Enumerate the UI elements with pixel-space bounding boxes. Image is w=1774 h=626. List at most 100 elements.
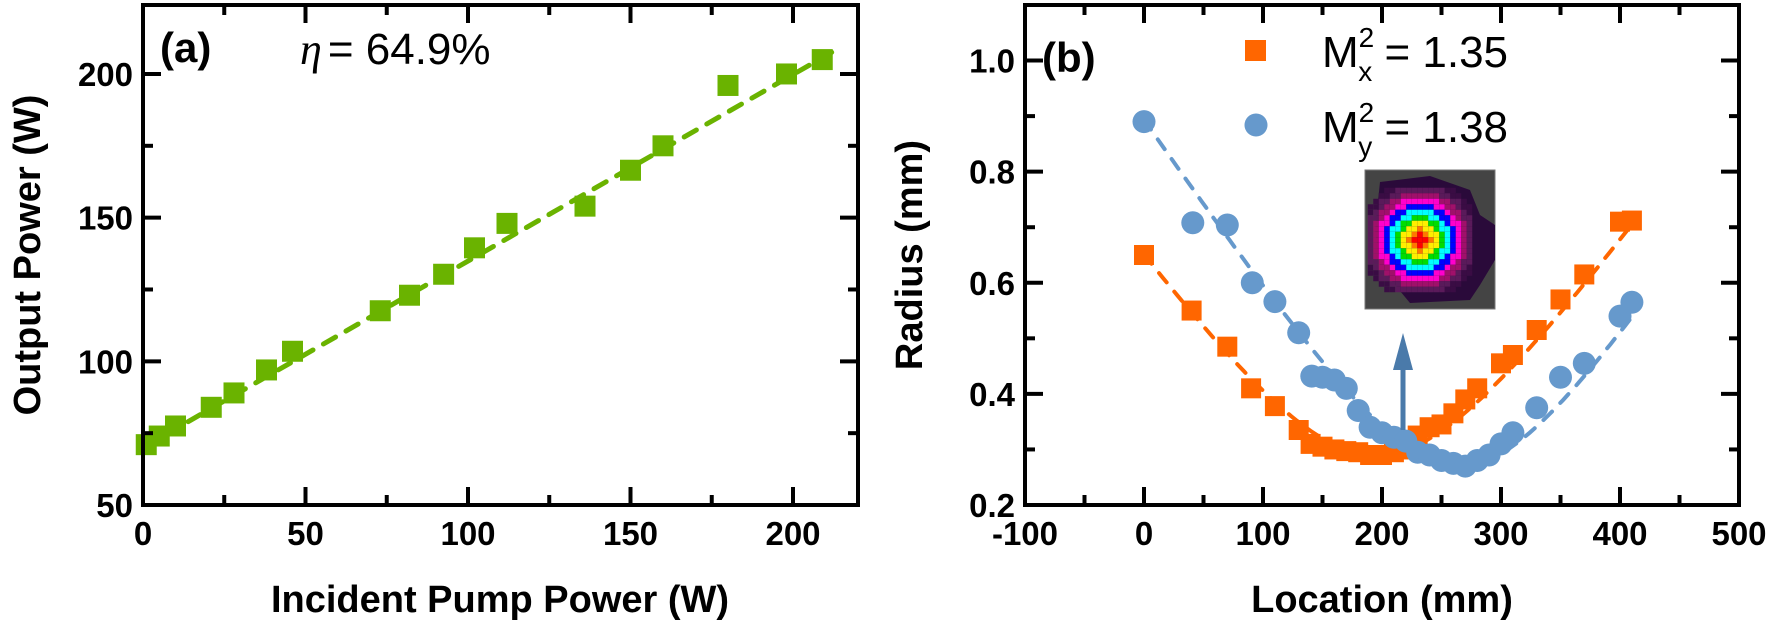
data-point-x (1134, 245, 1154, 265)
inset-pixel (1384, 204, 1390, 210)
inset-pixel (1378, 198, 1385, 205)
inset-pixel (1450, 242, 1456, 249)
inset-pixel (1406, 253, 1412, 260)
inset-pixel (1417, 242, 1423, 249)
inset-pixel (1384, 209, 1390, 216)
inset-pixel (1433, 275, 1440, 282)
inset-pixel (1378, 237, 1385, 243)
x-tick-label: 400 (1592, 515, 1647, 552)
inset-pixel (1461, 248, 1467, 254)
inset-pixel (1406, 187, 1412, 194)
x-axis-title-b: Location (mm) (1251, 579, 1513, 621)
inset-pixel (1411, 193, 1418, 199)
ticks-b: -100 0 100 200 300 400 500 0.2 0.4 0.6 0.8 1.0 (969, 5, 1767, 552)
inset-pixel (1395, 226, 1401, 232)
inset-pixel (1450, 215, 1456, 221)
inset-pixel (1439, 281, 1445, 287)
inset-pixel (1400, 231, 1407, 238)
inset-pixel (1439, 198, 1445, 205)
x-tick-label: 200 (1354, 515, 1409, 552)
inset-pixel (1455, 198, 1462, 205)
inset-pixel (1417, 220, 1423, 227)
efficiency-value: = 64.9% (328, 25, 491, 74)
inset-pixel (1450, 198, 1456, 205)
inset-pixel (1384, 270, 1390, 276)
y-tick-label: 200 (78, 56, 133, 93)
inset-pixel (1439, 204, 1445, 210)
inset-pixel (1444, 286, 1451, 293)
inset-pixel (1384, 231, 1390, 238)
inset-pixel (1367, 220, 1374, 227)
inset-pixel (1400, 275, 1407, 282)
inset-pixel (1395, 187, 1401, 194)
inset-pixel (1461, 231, 1467, 238)
inset-pixel (1444, 198, 1451, 205)
inset-pixel (1378, 248, 1385, 254)
inset-pixel (1417, 270, 1423, 276)
data-point-x (1550, 289, 1571, 310)
panel-label-a: (a) (160, 24, 211, 71)
inset-pixel (1428, 248, 1434, 254)
legend-marker-x (1245, 40, 1266, 61)
linear-fit-line (140, 49, 835, 451)
inset-pixel (1417, 215, 1423, 221)
inset-pixel (1406, 209, 1412, 216)
inset-pixel (1400, 270, 1407, 276)
inset-pixel (1422, 226, 1429, 232)
inset-pixel (1378, 226, 1385, 232)
inset-pixel (1461, 215, 1467, 221)
inset-pixel (1455, 237, 1462, 243)
inset-pixel (1384, 237, 1390, 243)
inset-pixel (1395, 286, 1401, 293)
data-point (256, 359, 277, 381)
inset-pixel (1367, 242, 1374, 249)
data-point (464, 237, 485, 259)
inset-pixel (1422, 259, 1429, 265)
inset-pixel (1466, 237, 1473, 243)
data-point-y (1620, 290, 1644, 314)
inset-pixel (1417, 237, 1423, 243)
inset-pixel (1389, 253, 1396, 260)
data-point-y (1549, 365, 1572, 389)
inset-pixel (1406, 275, 1412, 282)
inset-pixel (1428, 264, 1434, 271)
inset-pixel (1461, 204, 1467, 210)
inset-pixel (1411, 215, 1418, 221)
data-point-y (1346, 399, 1370, 423)
inset-pixel (1384, 215, 1390, 221)
inset-pixel (1433, 220, 1440, 227)
inset-pixel (1417, 209, 1423, 216)
inset-pixel (1389, 237, 1396, 243)
inset-pixel (1395, 204, 1401, 210)
inset-pixel (1439, 215, 1445, 221)
data-point-x (1181, 300, 1202, 321)
legend: M2 x = 1.35 M2 y = 1.38 (1244, 22, 1508, 162)
y-axis-title-b: Radius (mm) (889, 140, 931, 370)
inset-pixel (1400, 226, 1407, 232)
inset-pixel (1450, 226, 1456, 232)
inset-pixel (1400, 264, 1407, 271)
inset-pixel (1417, 193, 1423, 199)
inset-pixel (1422, 209, 1429, 216)
data-point-y (1240, 271, 1264, 295)
inset-pixel (1384, 226, 1390, 232)
inset-pixel (1384, 253, 1390, 260)
inset-pixel (1389, 187, 1396, 194)
inset-pixel (1444, 253, 1451, 260)
data-point-x (1241, 378, 1262, 399)
inset-pixel (1450, 270, 1456, 276)
inset-pixel (1439, 193, 1445, 199)
inset-pixel (1406, 193, 1412, 199)
inset-pixel (1428, 242, 1434, 249)
inset-pixel (1373, 204, 1379, 210)
inset-pixel (1384, 220, 1390, 227)
inset-pixel (1389, 226, 1396, 232)
inset-pixel (1400, 187, 1407, 194)
inset-pixel (1406, 198, 1412, 205)
inset-pixel (1384, 259, 1390, 265)
inset-pixel (1422, 215, 1429, 221)
inset-pixel (1417, 281, 1423, 287)
inset-pixel (1406, 286, 1412, 293)
inset-pixel (1422, 237, 1429, 243)
inset-pixel (1450, 193, 1456, 199)
